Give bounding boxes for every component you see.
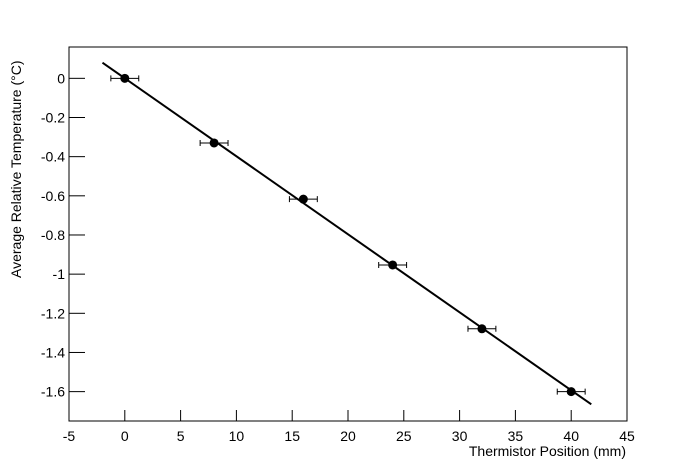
data-point xyxy=(209,138,219,148)
y-tick-label: 0 xyxy=(57,70,65,86)
y-tick-label: -0.2 xyxy=(41,109,65,125)
y-tick-label: -1.2 xyxy=(41,305,65,321)
x-tick-label: 15 xyxy=(284,428,300,444)
y-tick-label: -1.6 xyxy=(41,384,65,400)
data-point xyxy=(477,324,487,334)
x-tick-label: 30 xyxy=(452,428,468,444)
x-tick-label: -5 xyxy=(63,428,76,444)
x-axis-label: Thermistor Position (mm) xyxy=(469,443,626,459)
x-tick-label: 10 xyxy=(229,428,245,444)
y-tick-label: -1 xyxy=(53,266,66,282)
y-tick-label: -0.6 xyxy=(41,188,65,204)
data-point xyxy=(566,387,576,397)
fit-line xyxy=(101,61,592,406)
y-tick-label: -0.8 xyxy=(41,227,65,243)
y-axis-label: Average Relative Temperature (°C) xyxy=(8,60,24,278)
x-tick-label: 45 xyxy=(619,428,635,444)
x-tick-label: 40 xyxy=(563,428,579,444)
y-tick-label: -0.4 xyxy=(41,149,65,165)
x-tick-label: 35 xyxy=(508,428,524,444)
data-point xyxy=(388,260,398,270)
data-point xyxy=(120,73,130,83)
x-tick-label: 25 xyxy=(396,428,412,444)
x-tick-label: 20 xyxy=(340,428,356,444)
data-point xyxy=(298,194,308,204)
x-tick-label: 0 xyxy=(121,428,129,444)
x-tick-label: 5 xyxy=(177,428,185,444)
y-tick-label: -1.4 xyxy=(41,344,65,360)
